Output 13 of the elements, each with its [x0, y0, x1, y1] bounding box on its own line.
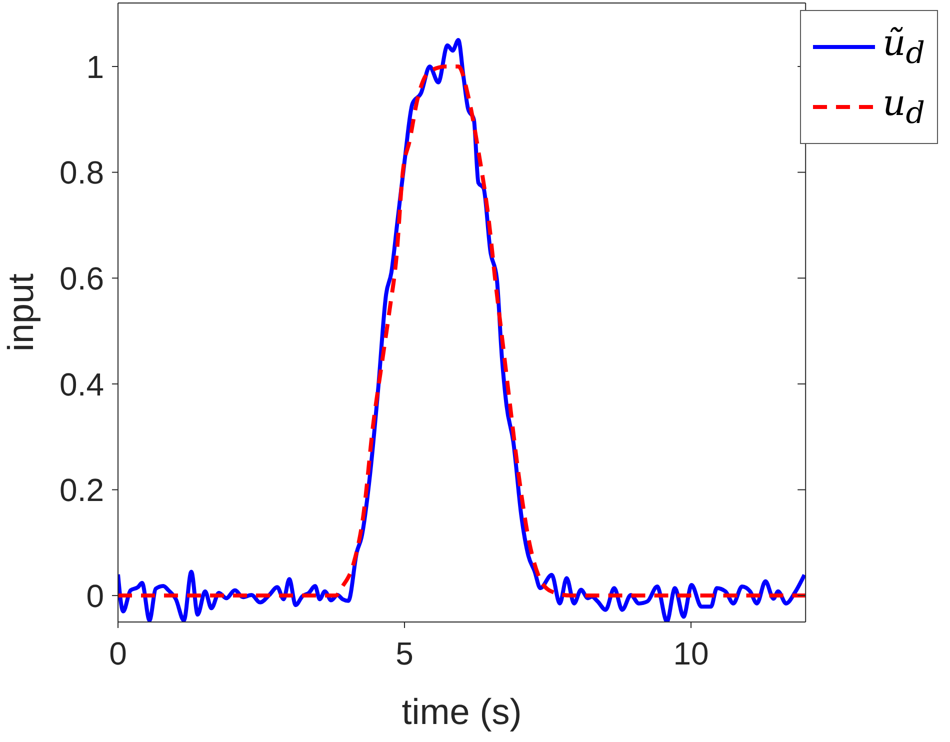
y-tick-label: 1 [86, 48, 104, 85]
y-tick-label: 0.8 [60, 154, 104, 191]
legend-label: u$_{d}$ [882, 82, 925, 132]
x-tick-label: 10 [673, 636, 709, 672]
legend-label: ũ$_{d}$ [882, 22, 925, 72]
x-tick-label: 5 [396, 636, 414, 672]
y-tick-label: 0.4 [60, 366, 104, 402]
y-tick-label: 0.6 [60, 260, 104, 296]
y-axis-title: input [0, 273, 41, 352]
y-tick-label: 0 [86, 578, 104, 614]
x-axis-title: time (s) [402, 691, 522, 732]
y-tick-label: 0.2 [60, 472, 104, 508]
x-tick-label: 0 [109, 636, 127, 672]
